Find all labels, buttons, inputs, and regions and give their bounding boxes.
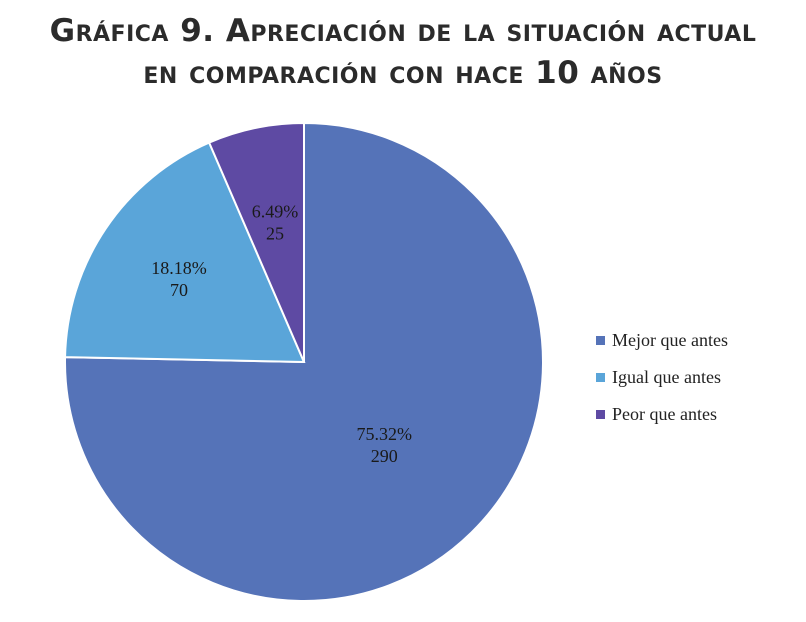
legend-swatch-igual: [596, 373, 605, 382]
pie-slice-peor: [207, 121, 305, 363]
legend-item-peor: Peor que antes: [596, 396, 728, 433]
legend-item-igual: Igual que antes: [596, 359, 728, 396]
pie-slices: [64, 121, 544, 602]
legend-label-igual: Igual que antes: [612, 367, 721, 387]
legend-label-peor: Peor que antes: [612, 404, 717, 424]
legend-item-mejor: Mejor que antes: [596, 322, 728, 359]
pie-labels: 75.32%290 18.18%70 6.49%25: [151, 202, 412, 466]
legend-swatch-peor: [596, 410, 605, 419]
slice-value-label-peor: 25: [266, 224, 284, 244]
legend-swatch-mejor: [596, 336, 605, 345]
slice-value-label-mejor: 290: [371, 446, 398, 466]
legend-label-mejor: Mejor que antes: [612, 330, 728, 350]
slice-percent-label-mejor: 75.32%: [357, 424, 413, 444]
chart-title-line-1: Gráfica 9. Apreciación de la situación a…: [49, 13, 757, 49]
chart-title-line-2: en comparación con hace 10 años: [143, 55, 663, 91]
chart-legend: Mejor que antes Igual que antes Peor que…: [596, 322, 728, 433]
slice-value-label-igual: 70: [170, 280, 188, 300]
pie-slice-igual: [64, 141, 306, 364]
chart-title: Gráfica 9. Apreciación de la situación a…: [0, 10, 806, 94]
slice-percent-label-igual: 18.18%: [151, 258, 207, 278]
slice-percent-label-peor: 6.49%: [252, 202, 299, 222]
